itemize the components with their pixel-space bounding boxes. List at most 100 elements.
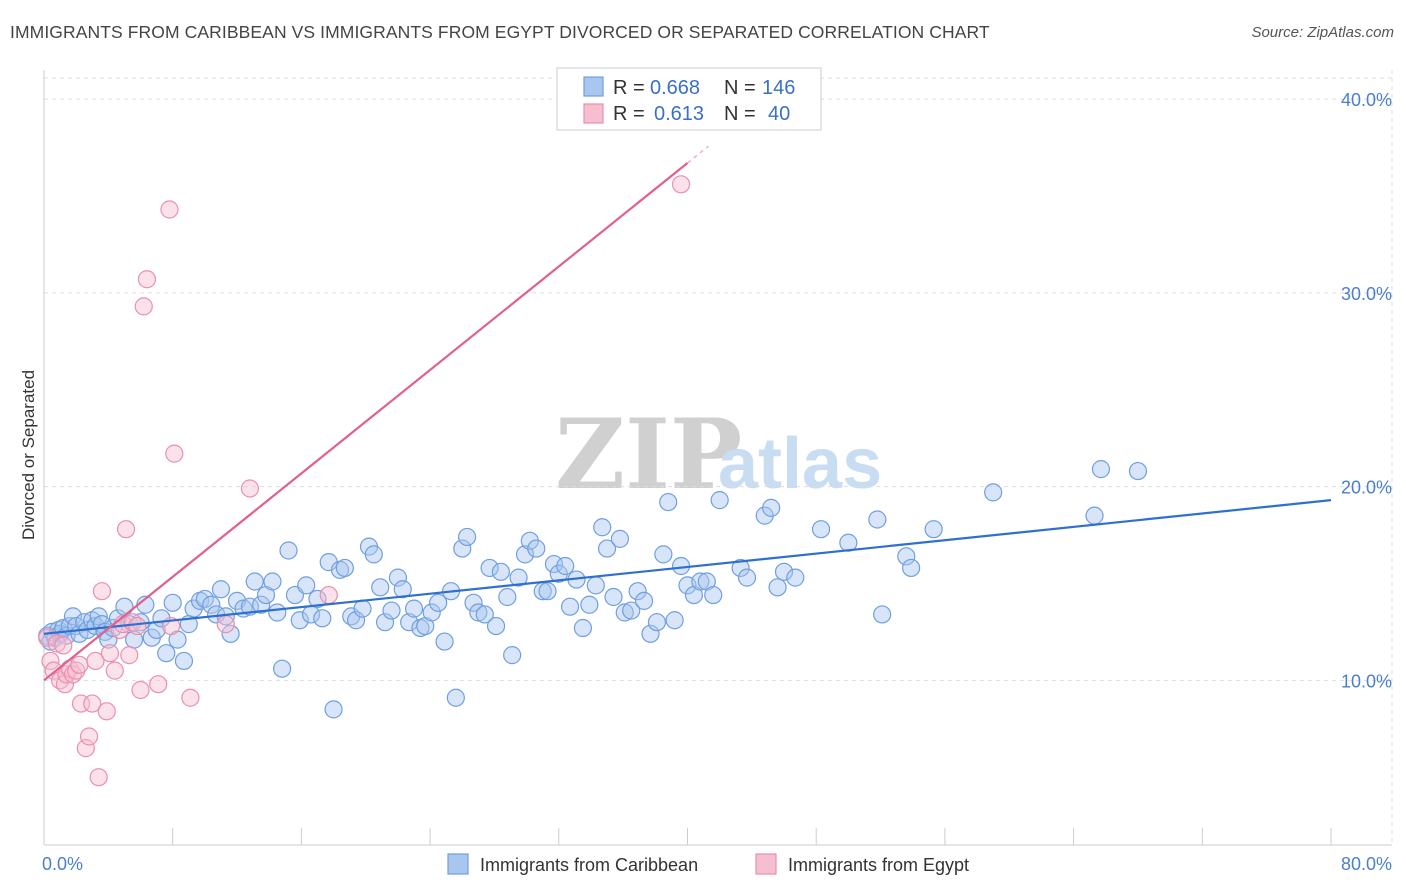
data-point (319, 585, 338, 605)
y-axis-label: Divorced or Separated (19, 370, 38, 540)
data-point (503, 646, 522, 665)
chart-title: IMMIGRANTS FROM CARIBBEAN VS IMMIGRANTS … (10, 22, 990, 42)
data-point (92, 582, 112, 601)
data-point (811, 520, 831, 539)
data-point (1128, 461, 1148, 481)
data-point (163, 593, 182, 612)
data-point (202, 595, 221, 614)
data-point (774, 562, 794, 581)
data-point (560, 597, 580, 616)
data-point (647, 613, 667, 632)
data-point (435, 632, 454, 651)
data-point (149, 675, 168, 694)
data-point (263, 572, 282, 591)
data-point (181, 688, 200, 707)
data-point (335, 558, 354, 578)
data-point (710, 491, 729, 510)
data-point (272, 659, 292, 678)
data-point (641, 624, 660, 643)
data-point (604, 587, 623, 607)
data-point (873, 605, 892, 624)
data-point (63, 607, 83, 626)
x-tick-marks (172, 828, 1332, 845)
series-legend-label-caribbean: Immigrants from Caribbean (480, 855, 698, 875)
data-point (70, 655, 89, 674)
x-tick-label-min: 0.0% (42, 854, 83, 874)
data-point (100, 644, 120, 663)
data-point (211, 580, 231, 599)
data-point (458, 527, 477, 547)
legend-n-label-egypt: N = (724, 103, 756, 125)
watermark: ZIP atlas (555, 398, 882, 511)
legend-swatch-egypt (583, 103, 604, 124)
legend-n-value-caribbean: 146 (762, 77, 795, 99)
data-point (382, 601, 401, 620)
series-legend-swatch-caribbean (447, 853, 469, 875)
data-point (89, 768, 108, 787)
legend-swatch-caribbean (583, 76, 604, 97)
data-point (76, 739, 95, 758)
data-point (134, 297, 153, 316)
data-point (120, 646, 139, 665)
legend-r-value-egypt: 0.613 (654, 103, 704, 125)
data-point (86, 616, 105, 636)
source-credit: Source: ZipAtlas.com (1251, 24, 1394, 41)
y-tick-label: 30.0% (1341, 284, 1392, 304)
data-point (762, 498, 781, 517)
data-point (290, 611, 309, 630)
data-point (240, 479, 260, 498)
data-point (174, 651, 194, 671)
data-point (586, 576, 605, 595)
data-point (446, 688, 465, 707)
watermark-zip: ZIP (555, 398, 742, 511)
data-point (86, 651, 105, 671)
axes (43, 70, 1392, 846)
data-point (556, 556, 575, 576)
data-point (297, 576, 316, 595)
series-legend: Immigrants from Caribbean Immigrants fro… (447, 853, 969, 875)
stats-legend: R = 0.668 N = 146 R = 0.613 N = 40 (556, 67, 822, 131)
data-point (245, 572, 264, 591)
data-point (902, 558, 921, 578)
data-point (580, 595, 599, 614)
data-point (509, 568, 528, 587)
trend-lines (43, 145, 1332, 682)
data-point (897, 547, 916, 566)
data-point (704, 585, 723, 605)
data-point (115, 597, 134, 616)
data-point (924, 520, 943, 539)
data-point (157, 644, 176, 663)
legend-r-label-egypt: R = (613, 103, 645, 125)
data-point (593, 518, 612, 537)
data-point (57, 665, 76, 684)
legend-n-value-egypt: 40 (768, 103, 790, 125)
data-point (984, 483, 1003, 502)
legend-r-value-caribbean: 0.668 (650, 77, 700, 99)
data-point (131, 680, 150, 700)
data-point (786, 568, 805, 587)
data-point (375, 613, 395, 632)
data-point (538, 582, 557, 601)
data-point (610, 529, 630, 548)
data-point (41, 651, 60, 671)
data-point (634, 591, 654, 610)
data-point (628, 582, 647, 601)
data-point (1085, 506, 1104, 525)
x-tick-label-max: 80.0% (1341, 854, 1392, 874)
data-point (544, 554, 564, 574)
watermark-atlas: atlas (718, 424, 882, 504)
data-point (737, 568, 757, 587)
data-point (422, 603, 441, 622)
data-point (97, 702, 116, 721)
data-point (137, 270, 157, 289)
data-point (54, 636, 73, 655)
data-point (313, 609, 332, 628)
data-point (671, 175, 691, 194)
data-point (527, 539, 546, 558)
series-legend-swatch-egypt (755, 853, 777, 875)
data-point (83, 694, 102, 713)
data-point (371, 578, 390, 597)
data-point (469, 603, 488, 622)
data-point (353, 599, 372, 618)
data-point (597, 539, 617, 558)
